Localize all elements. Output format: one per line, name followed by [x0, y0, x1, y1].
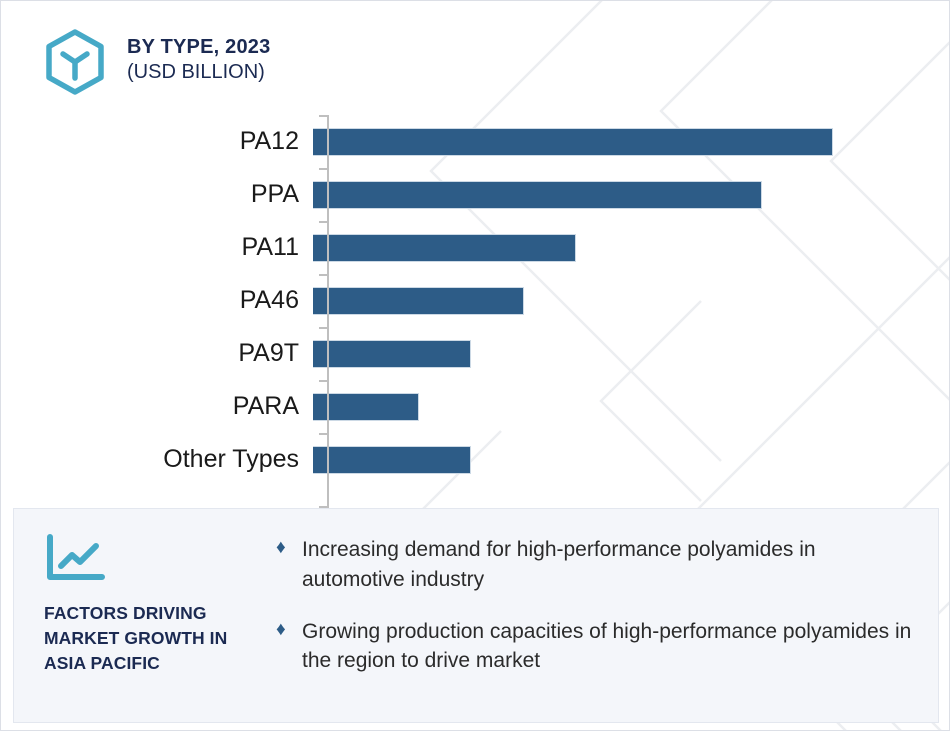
category-label: PARA	[232, 392, 299, 420]
hexagon-y-logo-icon	[46, 29, 104, 95]
chart-row: PPA	[1, 168, 949, 221]
bar	[313, 392, 419, 421]
diamond-bullet-icon: ♦	[276, 537, 286, 558]
axis-tick	[319, 380, 328, 382]
list-item: ♦ Growing production capacities of high-…	[276, 617, 918, 677]
diamond-bullet-icon: ♦	[276, 618, 286, 640]
factors-bullet-list: ♦ Increasing demand for high-performance…	[266, 509, 938, 698]
chart-row: PA9T	[1, 327, 949, 380]
axis-tick	[319, 221, 328, 223]
axis-tick	[319, 274, 328, 276]
page-title: BY TYPE, 2023	[127, 36, 271, 58]
axis-tick	[319, 327, 328, 329]
bar-track	[313, 221, 949, 274]
bar-track	[313, 327, 949, 380]
category-label: PA46	[239, 286, 299, 314]
line-chart-icon	[47, 534, 105, 580]
bar	[313, 445, 471, 474]
chart-row: PA11	[1, 221, 949, 274]
list-item: ♦ Increasing demand for high-performance…	[276, 535, 918, 595]
factors-heading-block: FACTORS DRIVING MARKET GROWTH IN ASIA PA…	[14, 509, 266, 676]
page-subtitle: (USD BILLION)	[127, 61, 265, 83]
category-label: PA9T	[238, 339, 299, 367]
bar-chart: PA12 PPA PA11 PA46 PA9T	[1, 105, 949, 508]
category-label: Other Types	[163, 445, 299, 473]
bar-track	[313, 168, 949, 221]
bar	[313, 286, 524, 315]
chart-row: PA46	[1, 274, 949, 327]
axis-tick	[319, 115, 328, 117]
bar	[313, 339, 471, 368]
bullet-text: Increasing demand for high-performance p…	[302, 538, 816, 591]
bar-track	[313, 274, 949, 327]
chart-y-axis	[327, 115, 329, 508]
category-label: PPA	[250, 180, 299, 208]
chart-row: Other Types	[1, 433, 949, 486]
axis-tick	[319, 168, 328, 170]
axis-tick	[319, 433, 328, 435]
header-text: BY TYPE, 2023 (USD BILLION)	[127, 29, 270, 85]
bar	[313, 127, 833, 156]
bullet-text: Growing production capacities of high-pe…	[302, 619, 912, 673]
factors-caption: FACTORS DRIVING MARKET GROWTH IN ASIA PA…	[44, 603, 228, 673]
factors-panel: FACTORS DRIVING MARKET GROWTH IN ASIA PA…	[13, 508, 939, 723]
bar-track	[313, 433, 949, 486]
bar-track	[313, 380, 949, 433]
chart-row: PARA	[1, 380, 949, 433]
category-label: PA12	[239, 127, 299, 155]
axis-tick	[319, 506, 328, 508]
bar	[313, 180, 762, 209]
bar	[313, 233, 577, 262]
chart-row: PA12	[1, 115, 949, 168]
category-label: PA11	[241, 233, 299, 261]
header: BY TYPE, 2023 (USD BILLION)	[43, 29, 270, 95]
bar-track	[313, 115, 949, 168]
